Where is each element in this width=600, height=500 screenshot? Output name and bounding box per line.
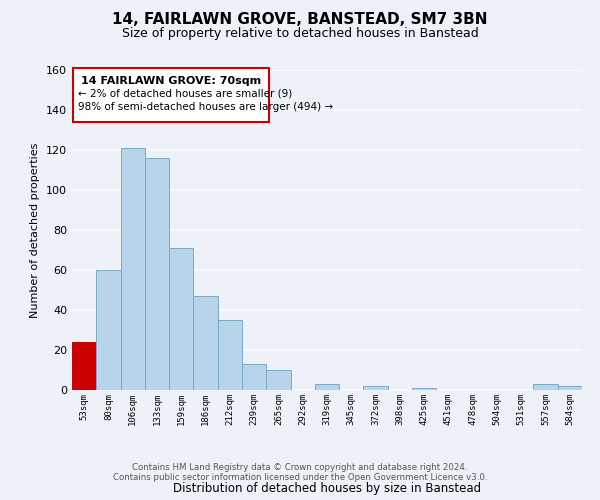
Bar [72,342,96,390]
Bar [145,158,169,390]
Bar [533,384,558,390]
Bar [218,320,242,390]
Bar [121,148,145,390]
Bar [242,364,266,390]
Bar [315,384,339,390]
Bar [96,270,121,390]
Bar [169,248,193,390]
FancyBboxPatch shape [73,68,269,122]
Bar [558,386,582,390]
Text: Contains public sector information licensed under the Open Government Licence v3: Contains public sector information licen… [113,474,487,482]
Text: 14 FAIRLAWN GROVE: 70sqm: 14 FAIRLAWN GROVE: 70sqm [81,76,261,86]
Text: Size of property relative to detached houses in Banstead: Size of property relative to detached ho… [122,28,478,40]
Bar [364,386,388,390]
Bar [266,370,290,390]
Text: 98% of semi-detached houses are larger (494) →: 98% of semi-detached houses are larger (… [79,102,334,112]
Text: Contains HM Land Registry data © Crown copyright and database right 2024.: Contains HM Land Registry data © Crown c… [132,464,468,472]
Bar [412,388,436,390]
Y-axis label: Number of detached properties: Number of detached properties [31,142,40,318]
Text: Distribution of detached houses by size in Banstead: Distribution of detached houses by size … [173,482,481,495]
Text: 14, FAIRLAWN GROVE, BANSTEAD, SM7 3BN: 14, FAIRLAWN GROVE, BANSTEAD, SM7 3BN [112,12,488,28]
Bar [193,296,218,390]
Text: ← 2% of detached houses are smaller (9): ← 2% of detached houses are smaller (9) [79,88,293,98]
